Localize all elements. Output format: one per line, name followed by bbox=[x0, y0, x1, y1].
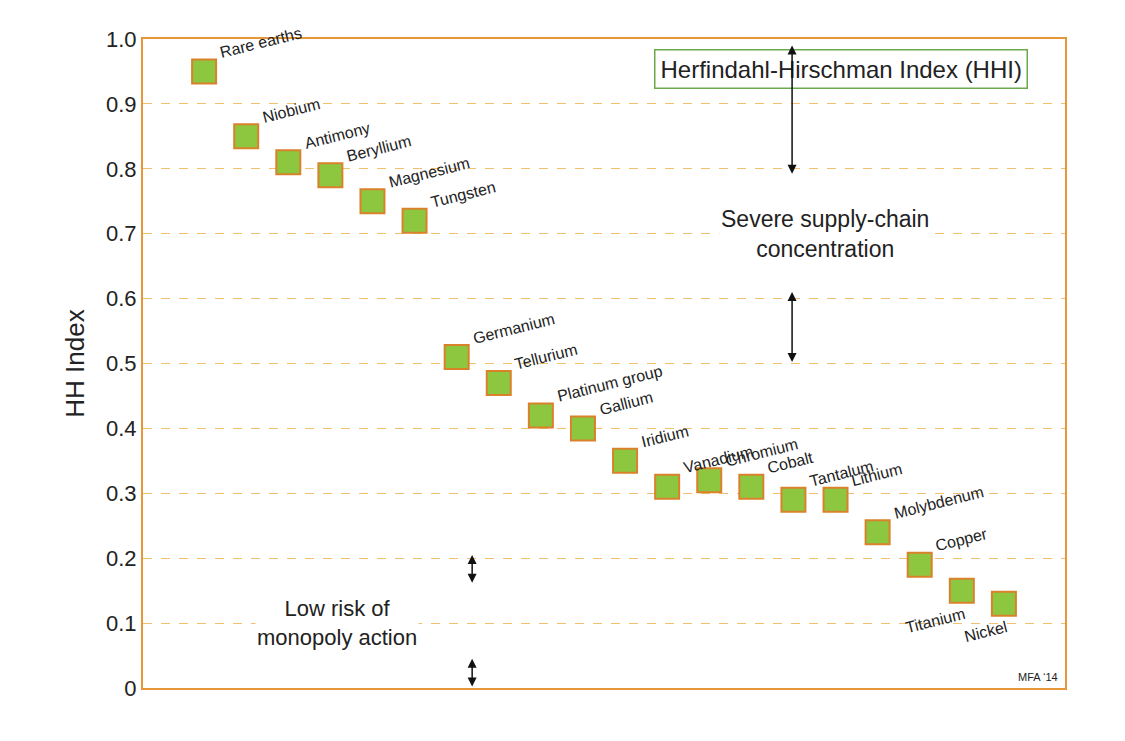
svg-text:Gallium: Gallium bbox=[598, 389, 655, 419]
svg-text:Iridium: Iridium bbox=[640, 422, 691, 450]
svg-text:Low risk ofmonopoly action: Low risk ofmonopoly action bbox=[257, 596, 417, 650]
svg-text:0.4: 0.4 bbox=[106, 416, 137, 441]
svg-text:Magnesium: Magnesium bbox=[387, 154, 471, 191]
svg-text:Lithium: Lithium bbox=[850, 460, 904, 489]
svg-text:Severe supply-chainconcentrati: Severe supply-chainconcentration bbox=[721, 206, 929, 262]
svg-text:HH Index: HH Index bbox=[60, 309, 90, 417]
svg-text:Chromium: Chromium bbox=[724, 435, 800, 469]
svg-text:0.9: 0.9 bbox=[106, 92, 137, 117]
svg-text:Beryllium: Beryllium bbox=[345, 132, 413, 164]
svg-text:Rare earths: Rare earths bbox=[218, 24, 303, 61]
svg-text:Platinum group: Platinum group bbox=[555, 362, 664, 405]
svg-text:0.1: 0.1 bbox=[106, 611, 137, 636]
svg-text:0.8: 0.8 bbox=[106, 157, 137, 182]
svg-text:Tellurium: Tellurium bbox=[513, 341, 579, 373]
svg-text:Copper: Copper bbox=[934, 525, 990, 554]
svg-text:Molybdenum: Molybdenum bbox=[892, 483, 985, 522]
svg-text:Herfindahl-Hirschman Index (HH: Herfindahl-Hirschman Index (HHI) bbox=[661, 56, 1022, 83]
svg-text:MFA ‘14: MFA ‘14 bbox=[1018, 671, 1058, 683]
svg-text:Niobium: Niobium bbox=[261, 95, 322, 126]
svg-text:Tungsten: Tungsten bbox=[429, 178, 497, 210]
svg-text:Vanadium: Vanadium bbox=[682, 443, 755, 477]
svg-text:0: 0 bbox=[124, 676, 136, 701]
svg-text:Titanium: Titanium bbox=[904, 605, 967, 636]
svg-text:Tantalum: Tantalum bbox=[808, 457, 875, 489]
svg-text:Nickel: Nickel bbox=[963, 618, 1009, 645]
svg-text:Cobalt: Cobalt bbox=[766, 449, 816, 477]
svg-text:0.7: 0.7 bbox=[106, 221, 137, 246]
svg-text:0.5: 0.5 bbox=[106, 351, 137, 376]
svg-text:0.6: 0.6 bbox=[106, 286, 137, 311]
svg-text:Germanium: Germanium bbox=[471, 310, 556, 347]
svg-text:Antimony: Antimony bbox=[303, 119, 372, 152]
svg-text:0.3: 0.3 bbox=[106, 481, 137, 506]
svg-text:0.2: 0.2 bbox=[106, 546, 137, 571]
svg-text:1.0: 1.0 bbox=[106, 27, 137, 52]
